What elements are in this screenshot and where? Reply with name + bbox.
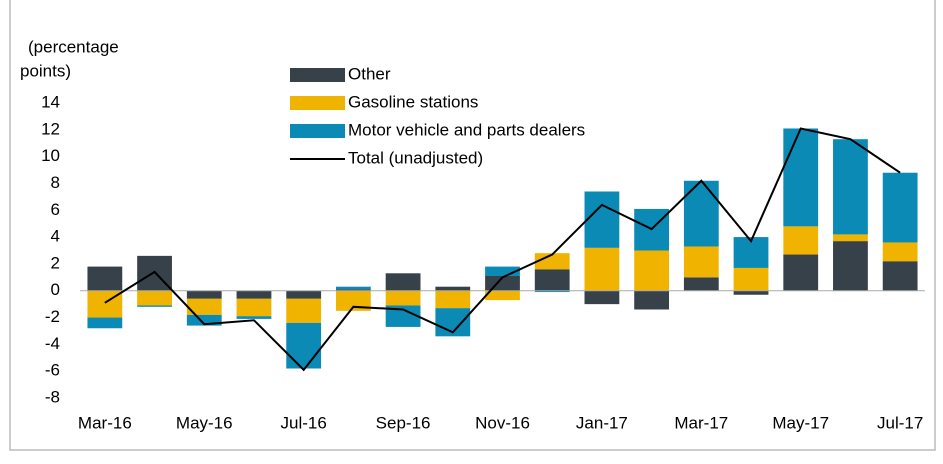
bar-segment bbox=[87, 317, 123, 329]
bar-segment bbox=[882, 261, 918, 291]
y-tick-label: 0 bbox=[51, 280, 60, 299]
chart-frame bbox=[9, 0, 936, 451]
bar-segment bbox=[435, 286, 471, 291]
bar-segment bbox=[385, 273, 421, 291]
legend-label: Gasoline stations bbox=[348, 92, 478, 111]
bar-segment bbox=[236, 316, 272, 319]
bar-segment bbox=[435, 290, 471, 309]
x-tick-label: May-17 bbox=[772, 413, 829, 432]
legend-swatch bbox=[290, 68, 345, 82]
bar-segment bbox=[634, 250, 670, 291]
x-tick-label: Jul-17 bbox=[877, 413, 923, 432]
legend-label: Total (unadjusted) bbox=[348, 148, 483, 167]
y-tick-label: 2 bbox=[51, 253, 60, 272]
legend-swatch bbox=[290, 96, 345, 110]
bar-segment bbox=[137, 305, 172, 307]
x-tick-label: Jan-17 bbox=[576, 413, 628, 432]
y-axis-label: points) bbox=[20, 61, 71, 80]
bar-segment bbox=[286, 322, 322, 369]
x-tick-label: Jul-16 bbox=[281, 413, 327, 432]
bar-segment bbox=[683, 180, 719, 247]
bar-segment bbox=[584, 247, 620, 291]
y-tick-label: 6 bbox=[51, 200, 60, 219]
bar-segment bbox=[236, 290, 272, 299]
bar-segment bbox=[236, 298, 272, 317]
bar-segment bbox=[584, 191, 620, 248]
bar-segment bbox=[833, 234, 868, 242]
bar-segment bbox=[783, 128, 819, 227]
bar-segment bbox=[783, 254, 819, 291]
bar-segment bbox=[335, 289, 371, 291]
bar-segment bbox=[286, 298, 322, 323]
total-line bbox=[104, 127, 901, 372]
bar-segment bbox=[385, 305, 421, 327]
bar-segment bbox=[882, 242, 918, 262]
bar-segment bbox=[683, 246, 719, 278]
y-tick-label: -4 bbox=[45, 334, 60, 353]
bar-segment bbox=[485, 290, 520, 301]
bar-segment bbox=[335, 286, 371, 290]
y-tick-label: 8 bbox=[51, 173, 60, 192]
y-tick-label: -6 bbox=[45, 361, 60, 380]
bar-segment bbox=[335, 290, 371, 311]
legend-label: Motor vehicle and parts dealers bbox=[348, 120, 585, 139]
bar-segment bbox=[833, 241, 868, 291]
bar-segment bbox=[534, 269, 570, 291]
bar-segment bbox=[683, 277, 719, 291]
y-tick-label: 4 bbox=[51, 227, 60, 246]
bar-segment bbox=[733, 267, 769, 291]
bar-segment bbox=[137, 290, 172, 306]
bar-segment bbox=[534, 290, 570, 293]
x-tick-label: May-16 bbox=[176, 413, 233, 432]
bar-segment bbox=[385, 290, 421, 306]
legend-swatch bbox=[290, 124, 345, 138]
y-tick-label: -8 bbox=[45, 387, 60, 406]
bar-segment bbox=[87, 266, 123, 291]
y-tick-label: -2 bbox=[45, 307, 60, 326]
bar-segment bbox=[485, 266, 520, 276]
y-tick-label: 12 bbox=[41, 119, 60, 138]
bar-segment bbox=[882, 172, 918, 243]
x-tick-label: Nov-16 bbox=[475, 413, 530, 432]
bar-segment bbox=[534, 253, 570, 270]
bar-segment bbox=[833, 139, 868, 235]
y-tick-label: 10 bbox=[41, 146, 60, 165]
bar-segment bbox=[783, 226, 819, 255]
y-tick-label: 14 bbox=[41, 92, 60, 111]
bar-segment bbox=[186, 290, 222, 299]
bar-segment bbox=[286, 290, 322, 299]
bar-segment bbox=[634, 290, 670, 310]
bar-segment bbox=[186, 298, 222, 315]
y-axis-label: (percentage bbox=[28, 37, 119, 56]
bar-segment bbox=[186, 314, 222, 326]
bar-segment bbox=[733, 290, 769, 295]
bar-segment bbox=[584, 290, 620, 305]
x-tick-label: Sep-16 bbox=[376, 413, 431, 432]
x-tick-label: Mar-16 bbox=[78, 413, 132, 432]
legend-label: Other bbox=[348, 64, 391, 83]
x-tick-label: Mar-17 bbox=[674, 413, 728, 432]
